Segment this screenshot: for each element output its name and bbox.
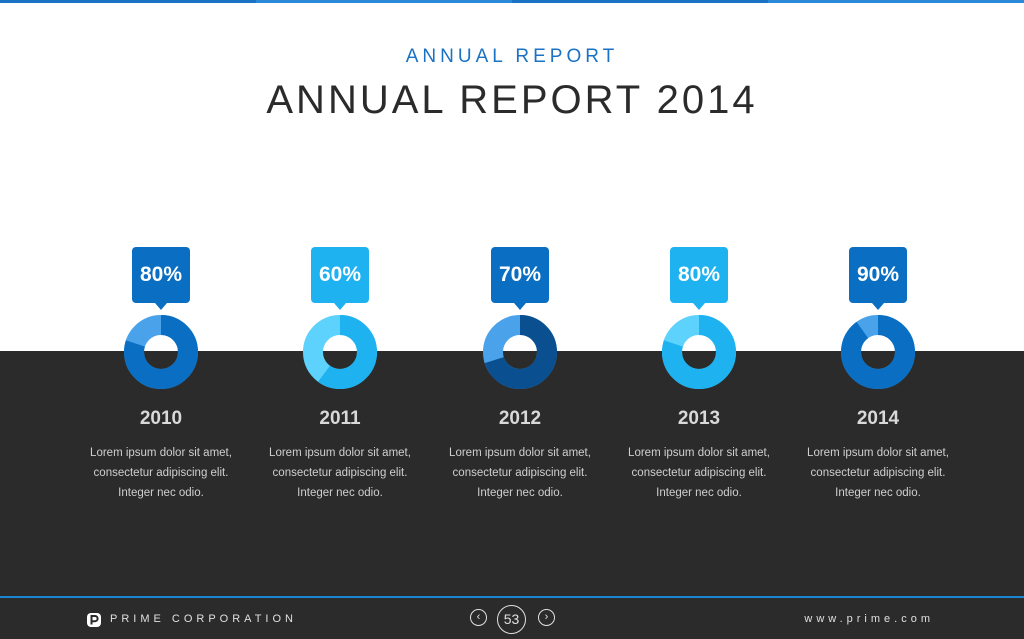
description-line: consectetur adipiscing elit. [272, 467, 408, 479]
description: Lorem ipsum dolor sit amet, consectetur … [71, 443, 251, 503]
description-line: consectetur adipiscing elit. [452, 467, 588, 479]
bubble-tail [514, 303, 526, 310]
stat-column-2013: 80% 2013 Lorem ipsum dolor sit amet, con… [609, 247, 789, 507]
bubble-tail [693, 303, 705, 310]
donut-chart [483, 315, 557, 389]
top-accent-bar [0, 0, 1024, 3]
next-page-button[interactable]: › [538, 609, 555, 626]
stat-column-2012: 70% 2012 Lorem ipsum dolor sit amet, con… [430, 247, 610, 507]
bubble-tail [872, 303, 884, 310]
donut-fill [303, 315, 377, 389]
page-title: ANNUAL REPORT 2014 [266, 78, 758, 122]
year-label: 2012 [498, 408, 542, 429]
description-line: Integer nec odio. [118, 487, 204, 499]
donut-chart [303, 315, 377, 389]
description-line: consectetur adipiscing elit. [810, 467, 946, 479]
description-line: Integer nec odio. [297, 487, 383, 499]
donut-chart [841, 315, 915, 389]
description-line: Lorem ipsum dolor sit amet, [90, 447, 232, 459]
chevron-right-icon: › [544, 611, 549, 623]
percent-bubble: 80% [670, 247, 728, 303]
bubble-tail [155, 303, 167, 310]
website-link[interactable]: www.prime.com [804, 613, 934, 625]
stat-column-2010: 80% 2010 Lorem ipsum dolor sit amet, con… [71, 247, 251, 507]
percent-bubble: 90% [849, 247, 907, 303]
description-line: Lorem ipsum dolor sit amet, [628, 447, 770, 459]
stat-column-2014: 90% 2014 Lorem ipsum dolor sit amet, con… [788, 247, 968, 507]
chevron-left-icon: ‹ [476, 611, 481, 623]
description-line: Integer nec odio. [835, 487, 921, 499]
donut-fill [662, 315, 736, 389]
description-line: consectetur adipiscing elit. [631, 467, 767, 479]
donut-fill [841, 315, 915, 389]
page-subtitle: ANNUAL REPORT [405, 46, 619, 67]
percent-bubble: 60% [311, 247, 369, 303]
year-label: 2013 [677, 408, 721, 429]
donut-fill [483, 315, 557, 389]
donut-chart [662, 315, 736, 389]
description: Lorem ipsum dolor sit amet, consectetur … [788, 443, 968, 503]
year-label: 2011 [319, 408, 361, 429]
percent-bubble: 80% [132, 247, 190, 303]
description-line: Lorem ipsum dolor sit amet, [807, 447, 949, 459]
description-line: Lorem ipsum dolor sit amet, [269, 447, 411, 459]
previous-page-button[interactable]: ‹ [470, 609, 487, 626]
year-label: 2010 [139, 408, 183, 429]
description-line: Lorem ipsum dolor sit amet, [449, 447, 591, 459]
stat-column-2011: 60% 2011 Lorem ipsum dolor sit amet, con… [250, 247, 430, 507]
prime-logo-icon [87, 613, 101, 627]
bubble-tail [334, 303, 346, 310]
page-number: 53 [497, 605, 526, 634]
brand-name: PRIME CORPORATION [110, 613, 297, 625]
percent-bubble: 70% [491, 247, 549, 303]
description: Lorem ipsum dolor sit amet, consectetur … [609, 443, 789, 503]
donut-chart [124, 315, 198, 389]
description-line: Integer nec odio. [477, 487, 563, 499]
dark-band [0, 351, 1024, 596]
description-line: Integer nec odio. [656, 487, 742, 499]
year-label: 2014 [856, 408, 900, 429]
footer-bar: PRIME CORPORATION ‹ 53 › www.prime.com [0, 596, 1024, 639]
donut-fill [124, 315, 198, 389]
description-line: consectetur adipiscing elit. [93, 467, 229, 479]
description: Lorem ipsum dolor sit amet, consectetur … [250, 443, 430, 503]
description: Lorem ipsum dolor sit amet, consectetur … [430, 443, 610, 503]
